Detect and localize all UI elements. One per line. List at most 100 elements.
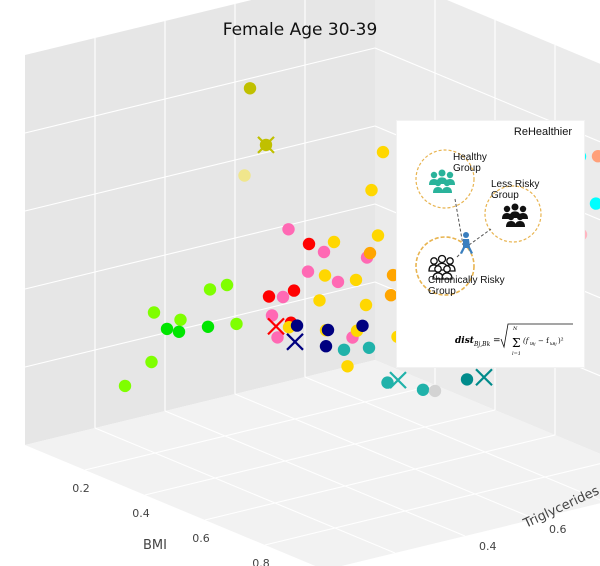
data-point [265,309,279,322]
data-point [428,384,442,398]
less-risky-group-label: Less Risky Group [491,179,540,201]
data-point [327,235,341,249]
svg-text:(f: (f [523,337,530,345]
y-tick-label: 0.6 [549,523,567,536]
data-point [362,341,376,354]
data-point [384,289,398,302]
walker-chronic-link [456,252,462,258]
data-point [416,383,430,396]
data-point [365,183,378,197]
data-point [359,298,373,312]
svg-text:kBj: kBj [550,341,557,346]
data-point [230,317,243,331]
healthy-group-label: Healthy Group [453,152,487,174]
x-tick-label: 0.6 [192,532,210,545]
left-gridline-z [24,203,376,290]
floor-gridline-x [84,384,436,471]
y-tick-label: 0.4 [479,540,497,553]
svg-text:)²: )² [558,337,564,345]
data-point [174,313,187,326]
chronic-risky-group-label: Chronically Risky Group [428,275,505,297]
data-point [287,284,301,297]
data-point [301,265,315,278]
data-point [276,290,290,304]
data-point [172,325,186,338]
inset-diagram [415,149,542,296]
svg-text:dist: dist [455,336,475,346]
back-gridline-z [374,47,600,143]
data-point [589,197,600,210]
data-point [271,331,284,344]
chronic-risky-group-people-icon [428,254,456,280]
svg-text:Bj,Bk: Bj,Bk [473,341,491,348]
x-tick-label: 0.2 [72,482,90,495]
data-point [591,150,600,163]
floor-pane [25,360,600,566]
chronic-risky-group-circle [415,236,475,296]
data-point [118,379,132,393]
data-point [262,290,276,303]
data-point [317,245,331,259]
centroid-cross [286,333,304,351]
data-point [460,373,474,386]
data-point [313,294,326,307]
svg-text:N: N [512,326,518,332]
data-point [371,229,385,242]
left-gridline-z [24,125,376,212]
centroid-cross [389,371,407,389]
floor-gridline-y [234,393,536,520]
data-point [282,223,295,236]
data-point [160,322,174,336]
data-point [321,323,335,337]
distance-formula: dist Bj,Bk = Σ N l=1 (f lBj − f kBj )² [455,321,575,364]
svg-text:=: = [493,336,501,346]
data-point [356,319,369,332]
centroid-cross [257,136,275,154]
healthy-group-circle [415,149,475,209]
data-point [381,376,394,389]
data-point [290,319,304,332]
svg-text:− f: − f [538,337,550,345]
data-point [319,340,333,353]
x-axis-label: BMI [143,538,167,553]
rehealthier-inset: ReHealthier Healthy Group Less Risky Group… [397,121,584,367]
data-point [238,169,251,182]
data-point [337,343,351,356]
floor-gridline-y [94,427,396,554]
svg-text:l=1: l=1 [512,351,521,357]
chart-title: Female Age 30-39 [222,20,378,40]
less-risky-group-circle [484,185,542,243]
data-point [386,268,400,282]
healthy-walker-link [454,198,464,246]
floor-gridline-x [204,434,556,521]
floor-gridline-y [164,410,466,537]
data-point [349,273,363,287]
healthy-group-people-icon [429,169,455,193]
data-point [147,306,161,319]
data-point [318,269,332,282]
data-point [220,278,234,292]
data-point [363,246,377,260]
floor-gridline-x [144,409,496,496]
data-point [376,145,390,159]
floor-gridline-x [264,463,600,546]
data-point [203,283,217,296]
data-point [341,360,354,373]
x-tick-label: 0.4 [132,507,150,520]
svg-text:lBj: lBj [530,341,536,346]
data-point [302,237,316,251]
centroid-cross [475,368,493,387]
data-point [145,355,158,369]
data-point [201,320,215,333]
walker-lessrisky-link [468,228,492,246]
person-walking-icon [460,232,473,254]
svg-text:Σ: Σ [512,336,520,350]
x-tick-label: 0.8 [252,557,270,566]
floor-gridline-y [304,376,600,501]
less-risky-group-people-icon [502,203,528,227]
data-point [243,82,257,95]
left-gridline-z [24,47,376,134]
centroid-cross [267,317,285,336]
data-point [331,275,345,289]
inset-title: ReHealthier [513,126,572,138]
